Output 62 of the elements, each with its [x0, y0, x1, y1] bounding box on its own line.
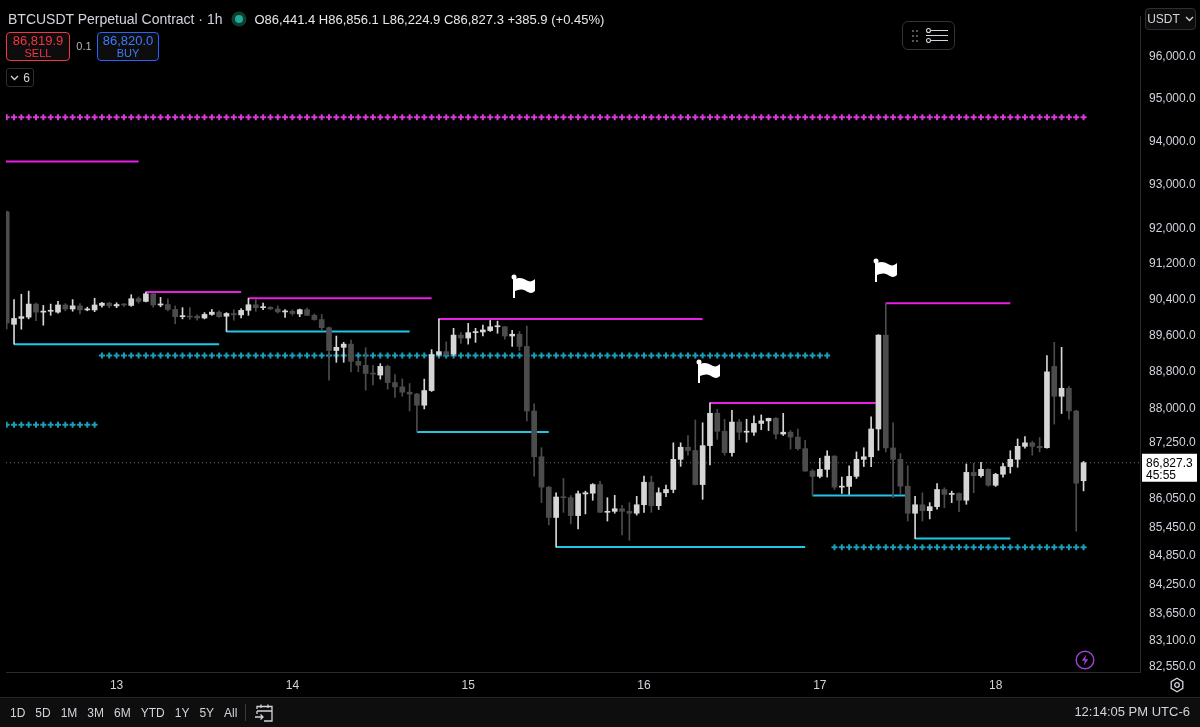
- x-tick-label: 18: [988, 677, 1003, 692]
- sell-button[interactable]: 86,819.9 SELL: [6, 32, 70, 61]
- y-tick-label: 95,000.0: [1149, 91, 1197, 106]
- candlestick: [392, 374, 398, 398]
- buy-button[interactable]: 86,820.0 BUY: [97, 32, 159, 61]
- text: 12:14:05 PM UTC-6: [1074, 704, 1190, 719]
- text: 45:55: [1146, 468, 1177, 483]
- y-tick-label: 90,400.0: [1149, 291, 1197, 306]
- y-tick-label: 96,000.0: [1149, 48, 1197, 63]
- text: 1M: [60, 705, 78, 720]
- candlestick: [970, 462, 977, 494]
- annotation: 86,820.0: [102, 32, 154, 48]
- candlestick: [619, 504, 625, 536]
- x-tick-label: 14: [285, 677, 300, 692]
- annotation: BUY: [116, 46, 140, 60]
- text: 1Y: [174, 705, 190, 720]
- y-tick-label: 92,000.0: [1149, 220, 1197, 235]
- x-tick-label: 15: [461, 677, 476, 692]
- text: 5D: [35, 705, 51, 720]
- candlestick: [436, 318, 442, 357]
- text: 3M: [87, 705, 105, 720]
- y-tick-label: 84,250.0: [1149, 576, 1197, 591]
- floating-toolbar[interactable]: [902, 21, 955, 50]
- annotation: 6: [23, 70, 30, 85]
- y-tick-label: 93,000.0: [1149, 177, 1197, 192]
- y-tick-label: 84,850.0: [1149, 548, 1197, 563]
- candlestick: [458, 332, 464, 344]
- y-tick-label: 86,050.0: [1149, 491, 1197, 506]
- candlestick: [948, 490, 955, 503]
- annotation: 0.1: [75, 40, 93, 52]
- candlestick: [890, 422, 896, 499]
- candlestick: [11, 299, 17, 345]
- candlestick: [252, 299, 259, 312]
- x-tick-label: 13: [109, 677, 124, 692]
- y-tick-label: 88,800.0: [1149, 364, 1197, 379]
- y-tick-label: 85,450.0: [1149, 519, 1197, 534]
- currency-dropdown[interactable]: USDT: [1145, 8, 1196, 30]
- dropdown-button[interactable]: 6: [6, 68, 34, 87]
- y-tick-label: 94,000.0: [1149, 133, 1197, 148]
- candlestick: [230, 309, 237, 321]
- annotation: SELL: [24, 46, 52, 60]
- x-tick-label: 16: [637, 677, 652, 692]
- y-tick-label: 91,200.0: [1149, 256, 1197, 271]
- y-tick-label: 83,650.0: [1149, 605, 1197, 620]
- y-tick-label: 83,100.0: [1149, 632, 1197, 647]
- text: 6M: [114, 705, 131, 720]
- y-tick-label: 87,250.0: [1149, 435, 1197, 450]
- candlestick: [1022, 436, 1028, 449]
- ref-line-label: 86,827.3: [1146, 456, 1194, 471]
- candlestick: [912, 495, 918, 539]
- chart-title: BTCUSDT Perpetual Contract · 1h: [8, 11, 223, 27]
- x-tick-label: 17: [813, 677, 827, 692]
- text: YTD: [140, 705, 165, 720]
- y-tick-label: 89,600.0: [1149, 327, 1197, 342]
- chart-subtitle: O86,441.4 H86,856.1 L86,224.9 C86,827.3 +385.9 (+0.45%): [254, 11, 605, 27]
- text: All: [224, 705, 238, 720]
- text: 1D: [10, 705, 26, 720]
- text: 5Y: [199, 705, 215, 720]
- y-tick-label: 82,550.0: [1149, 659, 1197, 674]
- y-tick-label: 88,000.0: [1149, 400, 1197, 415]
- annotation: 86,819.9: [12, 32, 64, 48]
- candlestick: [611, 495, 618, 514]
